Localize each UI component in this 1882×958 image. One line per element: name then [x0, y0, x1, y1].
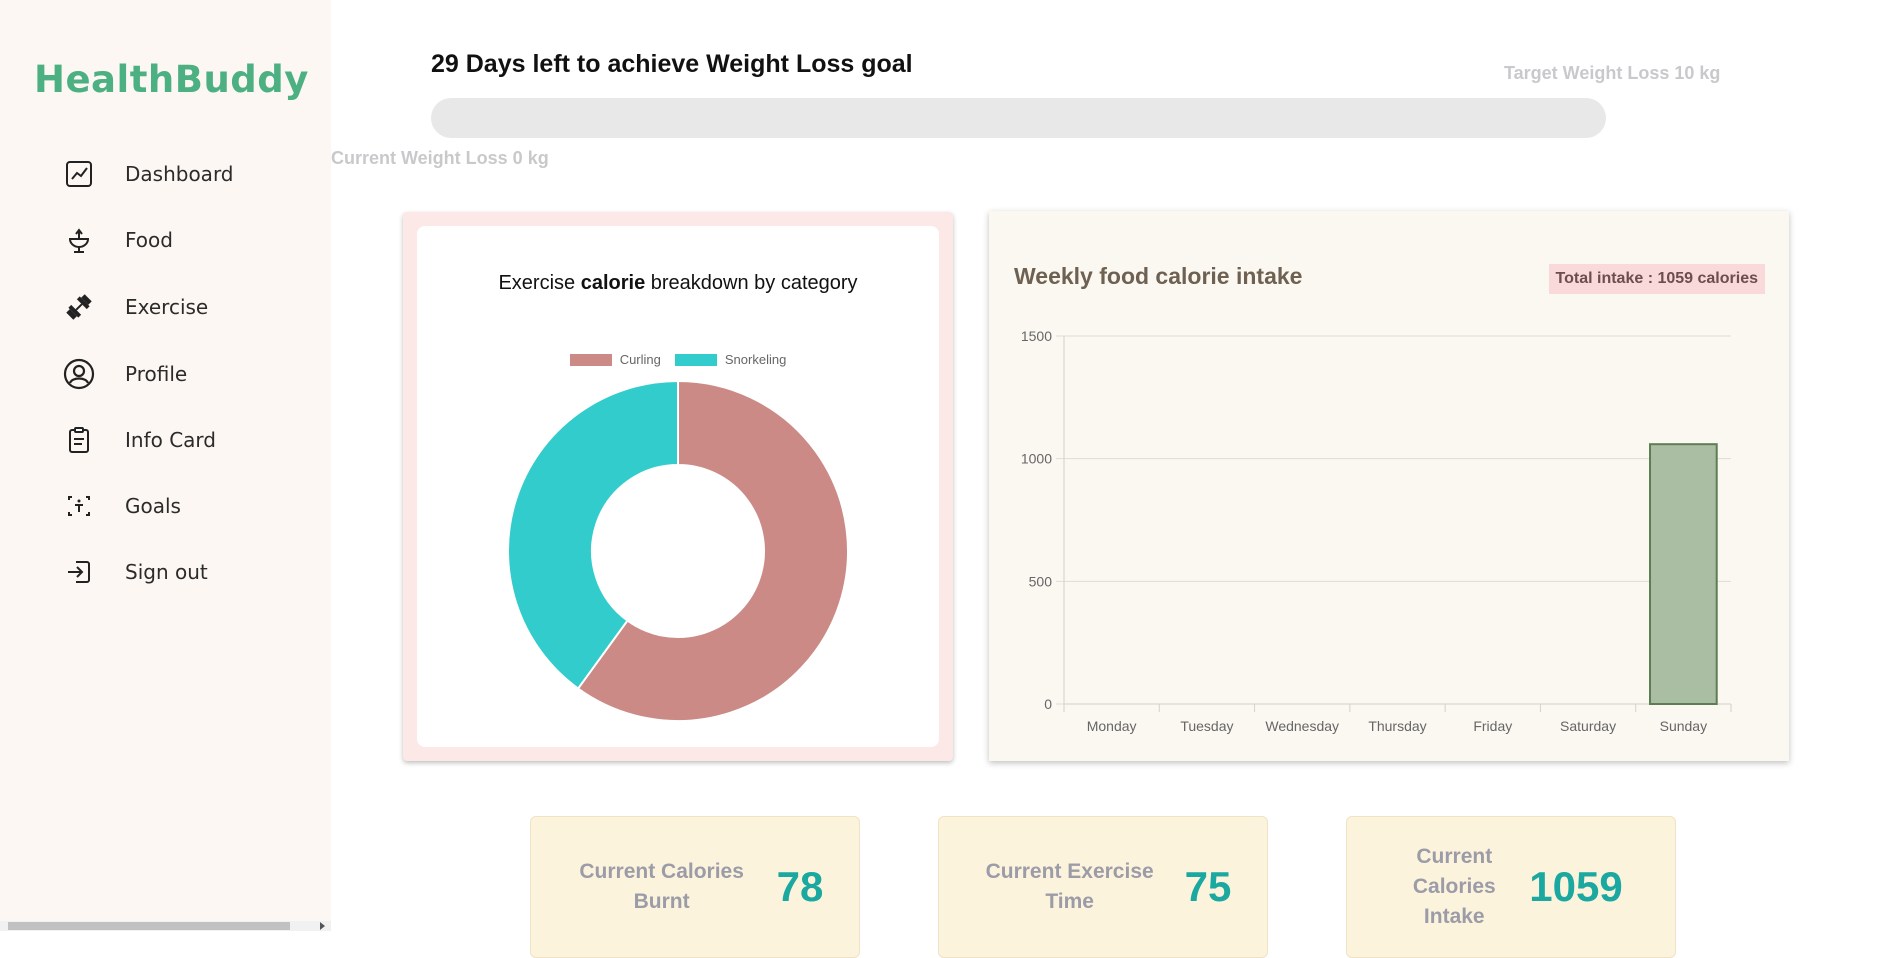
sidebar-item-label: Dashboard	[125, 162, 234, 186]
legend-swatch	[674, 353, 717, 366]
sidebar-item-label: Exercise	[125, 295, 209, 319]
bar-chart: 0 500 1000 1500 Monday Tuesday Wednesday Thursd…	[1021, 328, 1732, 734]
x-tick-label: Sunday	[1660, 718, 1707, 734]
weekly-food-card: Weekly food calorie intake Total intake …	[989, 211, 1789, 761]
stat-calories-burnt: Current Calories Burnt 78	[530, 816, 860, 958]
food-bowl-icon	[60, 221, 98, 259]
goal-title: 29 Days left to achieve Weight Loss goal	[431, 50, 913, 78]
current-weight-label: Current Weight Loss 0 kg	[331, 148, 549, 168]
y-tick-label: 1500	[1021, 328, 1052, 344]
sign-out-icon	[60, 553, 98, 591]
app-logo[interactable]: HealthBuddy	[34, 58, 309, 101]
stat-label: Current Calories Intake	[1412, 845, 1496, 928]
pie-chart-title: Exercise calorie breakdown by category	[417, 272, 939, 295]
sidebar-item-label: Sign out	[125, 560, 208, 584]
total-intake-badge: Total intake : 1059 calories	[1548, 264, 1765, 294]
target-weight-label: Target Weight Loss 10 kg	[1504, 63, 1721, 83]
pie-chart	[507, 379, 849, 722]
stat-value: 75	[1184, 863, 1232, 910]
sidebar-item-food[interactable]: Food	[60, 220, 300, 260]
stat-label: Current Calories Burnt	[579, 860, 744, 913]
pie-legend: Curling Snorkeling	[417, 352, 939, 367]
x-tick-label: Tuesday	[1180, 718, 1233, 734]
bar-chart-title: Weekly food calorie intake	[1014, 263, 1303, 289]
dumbbell-icon	[60, 288, 98, 326]
scrollbar-thumb[interactable]	[8, 922, 290, 930]
pie-title-bold: calorie	[580, 272, 646, 294]
y-tick-label: 0	[1044, 696, 1052, 712]
x-tick-label: Monday	[1087, 718, 1137, 734]
sidebar-item-sign-out[interactable]: Sign out	[60, 552, 300, 592]
stat-exercise-time: Current Exercise Time 75	[938, 816, 1268, 958]
horizontal-scrollbar[interactable]	[0, 921, 331, 931]
sidebar-item-goals[interactable]: Goals	[60, 486, 300, 526]
pie-slice-curling[interactable]	[576, 379, 849, 722]
sidebar-item-info-card[interactable]: Info Card	[60, 420, 300, 460]
stat-label: Current Exercise Time	[985, 860, 1154, 913]
y-tick-label: 500	[1029, 573, 1053, 589]
chart-line-icon	[60, 155, 98, 193]
legend-item-curling[interactable]: Curling	[569, 352, 661, 367]
x-tick-label: Friday	[1473, 718, 1512, 734]
pie-slice-snorkeling[interactable]	[507, 379, 679, 690]
target-icon	[60, 487, 98, 525]
sidebar-item-label: Food	[125, 228, 173, 252]
x-tick-label: Saturday	[1560, 718, 1616, 734]
stat-value: 78	[776, 863, 824, 910]
exercise-chart-container: Exercise calorie breakdown by category C…	[417, 226, 939, 747]
sidebar-item-label: Info Card	[125, 428, 216, 452]
weight-loss-progress-bar	[431, 98, 1606, 138]
sidebar-item-label: Goals	[125, 494, 181, 518]
sidebar-item-label: Profile	[125, 362, 188, 386]
pie-title-post: breakdown by category	[645, 272, 858, 294]
y-tick-label: 1000	[1021, 451, 1052, 467]
legend-item-snorkeling[interactable]: Snorkeling	[674, 352, 787, 367]
exercise-calorie-card: Exercise calorie breakdown by category C…	[403, 212, 953, 761]
scroll-right-arrow-icon[interactable]	[320, 922, 325, 930]
clipboard-icon	[60, 421, 98, 459]
sidebar-item-dashboard[interactable]: Dashboard	[60, 154, 300, 194]
legend-label: Snorkeling	[724, 352, 787, 367]
x-tick-label: Wednesday	[1265, 718, 1339, 734]
user-circle-icon	[60, 355, 98, 393]
x-tick-label: Thursday	[1368, 718, 1426, 734]
pie-title-pre: Exercise	[498, 272, 581, 294]
sidebar-item-exercise[interactable]: Exercise	[60, 287, 300, 327]
legend-swatch	[569, 353, 612, 366]
stat-value: 1059	[1529, 863, 1623, 910]
sidebar-item-profile[interactable]: Profile	[60, 354, 300, 394]
sidebar: HealthBuddy Dashboard Food Exercise Prof…	[0, 0, 331, 931]
stat-calories-intake: Current Calories Intake 1059	[1346, 816, 1676, 958]
legend-label: Curling	[619, 352, 661, 367]
bar-sunday[interactable]	[1649, 443, 1718, 706]
